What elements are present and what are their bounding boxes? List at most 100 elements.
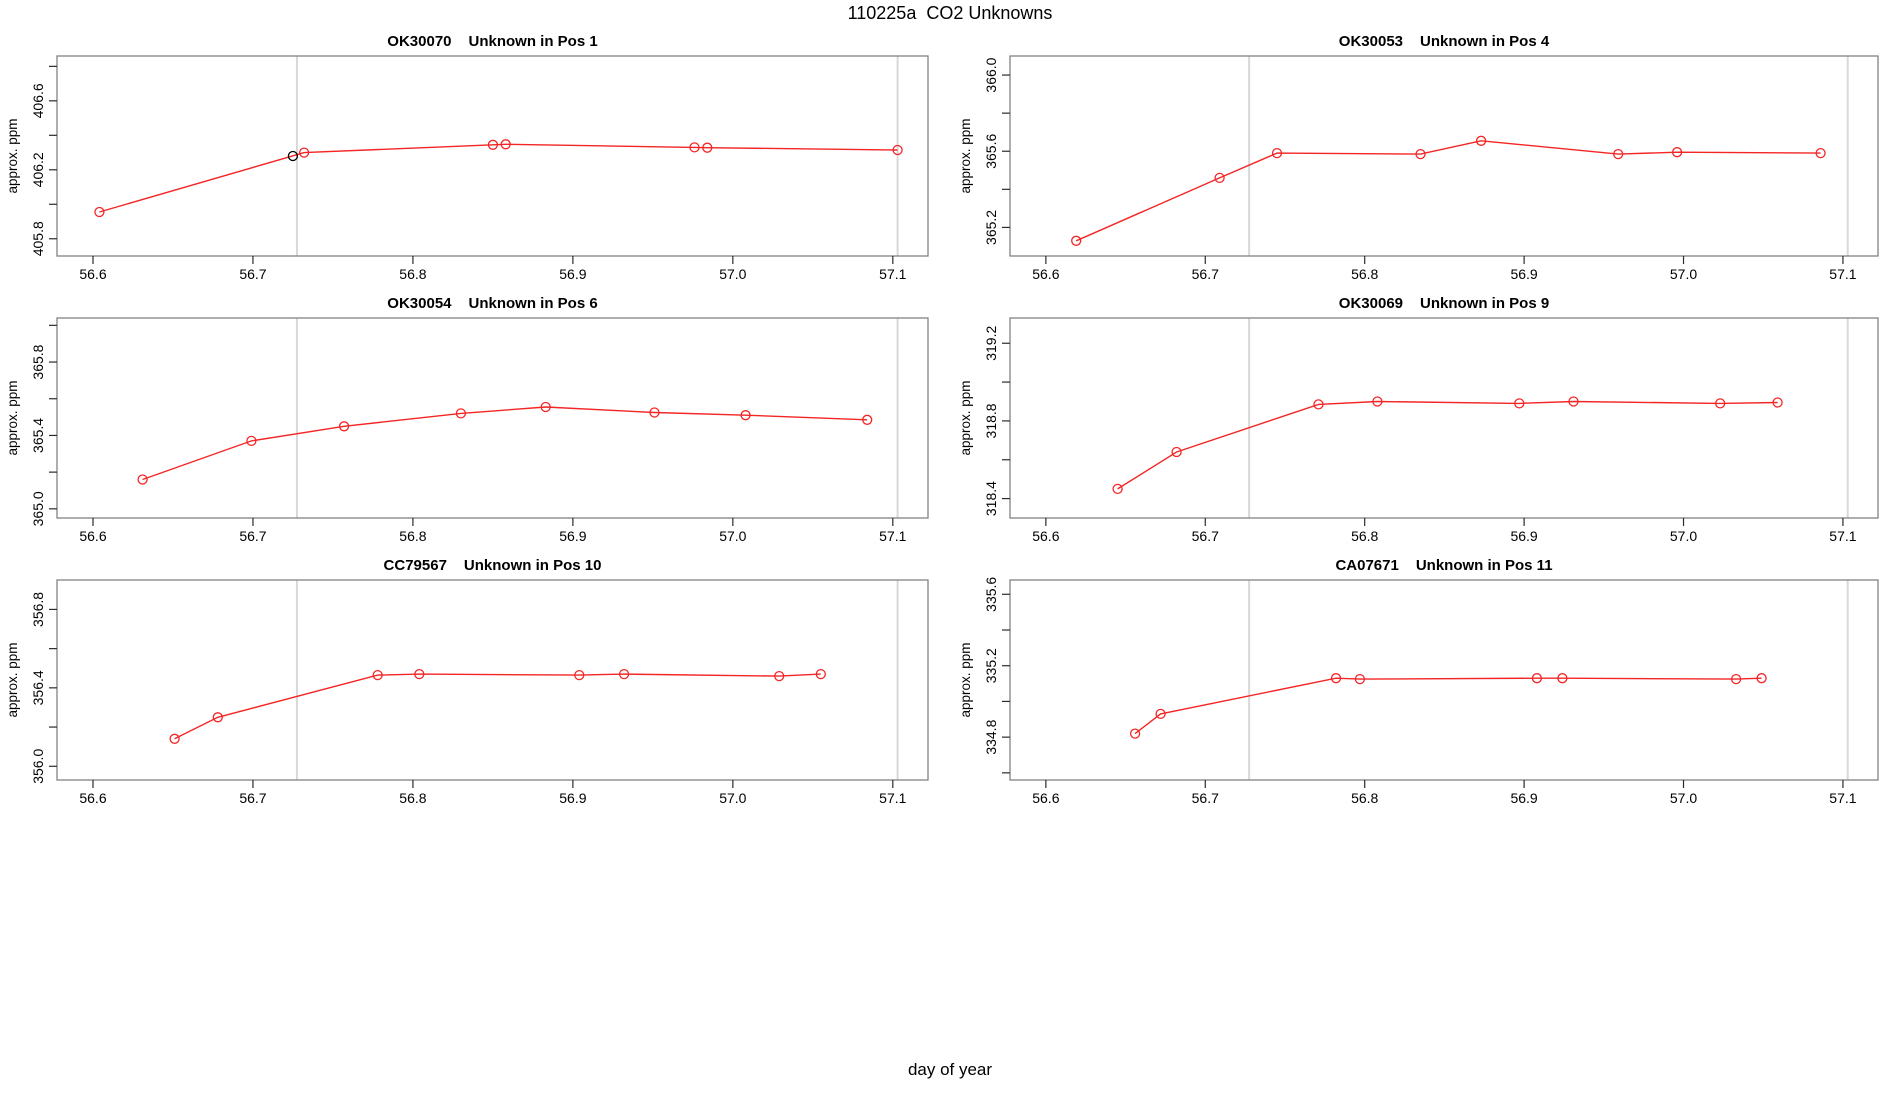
y-axis-label: approx. ppm (958, 118, 973, 193)
y-tick-label: 335.2 (983, 648, 999, 683)
x-tick-label: 56.9 (559, 790, 586, 806)
y-tick-label: 334.8 (983, 719, 999, 754)
y-tick-label: 365.2 (983, 210, 999, 245)
series-line (1134, 677, 1762, 735)
y-tick-label: 365.6 (983, 134, 999, 169)
data-point (774, 670, 785, 682)
y-tick-label: 406.2 (30, 152, 46, 187)
panel-OK30070: 56.6 56.7 56.8 56.9 57.0 57.1 405.8 406.2 406.6 a… (5, 33, 929, 282)
x-tick-label: 56.8 (1351, 528, 1378, 544)
data-point (1372, 396, 1383, 407)
x-axis-label: day of year (907, 1060, 993, 1079)
data-point (1715, 398, 1726, 409)
x-tick-label: 57.0 (1670, 790, 1697, 806)
panel-title-description: Unknown in Pos 6 (469, 295, 598, 312)
x-tick-label: 56.7 (239, 528, 266, 544)
data-point (740, 410, 751, 421)
data-point (94, 206, 105, 218)
data-point (1730, 673, 1742, 685)
data-point (1129, 728, 1141, 739)
x-tick-label: 56.6 (79, 266, 106, 282)
panel-title-sample-id: CA07671 (1335, 557, 1398, 574)
figure-title: 110225a CO2 Unknowns (847, 3, 1053, 23)
data-point (574, 669, 585, 681)
y-axis-label: approx. ppm (5, 642, 20, 717)
x-tick-label: 56.7 (1192, 790, 1219, 806)
panel-title-description: Unknown in Pos 11 (1416, 557, 1553, 574)
panel-title-description: Unknown in Pos 4 (1420, 33, 1550, 50)
panel-title-description: Unknown in Pos 9 (1420, 295, 1549, 312)
plot-box (1009, 55, 1879, 257)
panel-title-sample-id: OK30054 (387, 295, 452, 312)
data-point (540, 401, 551, 413)
data-point (618, 668, 630, 680)
data-point (487, 139, 499, 150)
data-point (1613, 148, 1624, 160)
y-tick-label: 406.6 (30, 83, 46, 118)
panel-title: OK30054 Unknown in Pos 6 (387, 295, 597, 312)
x-tick-label: 57.1 (879, 528, 906, 544)
data-point (1815, 147, 1826, 159)
data-point-black (287, 150, 299, 162)
data-point (1772, 397, 1783, 408)
y-axis-label: approx. ppm (5, 380, 20, 455)
panel-title-sample-id: OK30053 (1339, 33, 1403, 50)
x-tick-label: 56.8 (399, 528, 426, 544)
panel-title-sample-id: OK30070 (387, 33, 451, 50)
x-tick-label: 56.7 (239, 266, 266, 282)
data-point (1313, 399, 1324, 410)
data-point (455, 408, 467, 419)
y-tick-label: 356.8 (30, 592, 46, 627)
panel-OK30069: 56.6 56.7 56.8 56.9 57.0 57.1 318.4 318.8 319.2 a… (958, 295, 1879, 544)
x-tick-label: 57.1 (1829, 790, 1856, 806)
data-point (137, 474, 148, 485)
y-tick-label: 365.0 (30, 491, 46, 526)
panel-OK30053: 56.6 56.7 56.8 56.9 57.0 57.1 365.2 365.6 366.0 a… (958, 33, 1879, 282)
panel-title-description: Unknown in Pos 1 (469, 33, 598, 50)
x-tick-label: 56.7 (239, 790, 266, 806)
x-tick-label: 57.0 (719, 528, 746, 544)
panel-title-description: Unknown in Pos 10 (464, 557, 602, 574)
y-tick-label: 318.4 (983, 481, 999, 516)
data-point (338, 421, 350, 432)
x-tick-label: 56.8 (399, 790, 426, 806)
x-tick-label: 57.0 (719, 266, 746, 282)
data-point (1354, 673, 1366, 685)
data-point (1475, 135, 1487, 146)
x-tick-label: 56.9 (559, 266, 586, 282)
data-point (414, 668, 425, 680)
data-point (892, 144, 903, 156)
y-tick-label: 319.2 (983, 326, 999, 361)
x-tick-label: 57.0 (719, 790, 746, 806)
data-point (1756, 673, 1767, 684)
series-line (174, 673, 821, 740)
data-point (212, 712, 223, 723)
x-tick-label: 56.8 (399, 266, 426, 282)
x-tick-label: 57.0 (1670, 528, 1697, 544)
data-point (246, 435, 257, 447)
x-tick-label: 56.8 (1351, 266, 1378, 282)
series-line (142, 406, 868, 481)
plot-box (56, 317, 929, 519)
data-point (1112, 483, 1123, 495)
x-tick-label: 56.9 (1510, 528, 1537, 544)
x-tick-label: 56.8 (1351, 790, 1378, 806)
data-point (500, 139, 511, 150)
data-point (298, 147, 310, 158)
data-point (1568, 396, 1579, 407)
data-point (1271, 147, 1283, 159)
x-tick-label: 56.9 (1510, 266, 1537, 282)
x-tick-label: 56.7 (1192, 528, 1219, 544)
panel-CC79567: 56.6 56.7 56.8 56.9 57.0 57.1 356.0 356.4 356.8 a… (5, 557, 929, 806)
y-tick-label: 356.0 (30, 749, 46, 784)
y-axis-label: approx. ppm (958, 642, 973, 717)
panel-title: OK30053 Unknown in Pos 4 (1339, 33, 1550, 50)
x-tick-label: 57.1 (1829, 528, 1856, 544)
data-point (1330, 673, 1342, 684)
data-point (689, 142, 700, 153)
panel-title: CC79567 Unknown in Pos 10 (384, 557, 602, 574)
data-point (702, 142, 713, 153)
x-tick-label: 56.9 (559, 528, 586, 544)
y-axis-label: approx. ppm (958, 380, 973, 455)
data-point (862, 414, 873, 425)
